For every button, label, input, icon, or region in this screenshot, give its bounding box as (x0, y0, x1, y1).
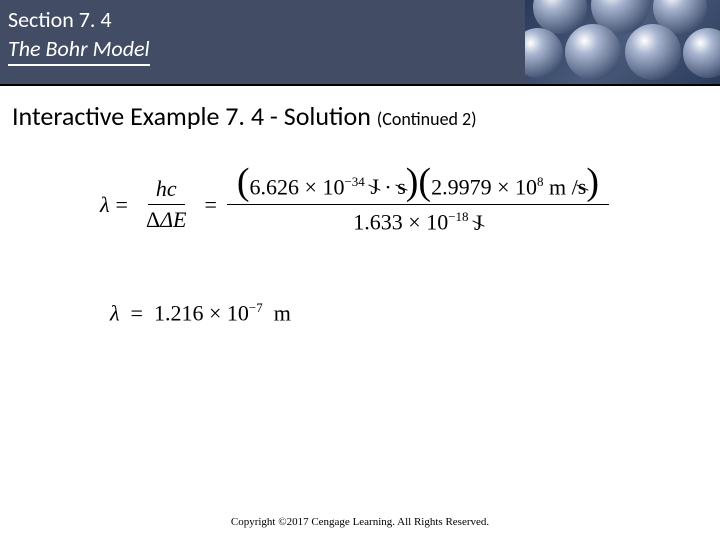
result-unit: m (274, 300, 291, 325)
result-exp: −7 (249, 300, 263, 315)
delta-e-label: ΔE (160, 207, 186, 232)
lambda-2: λ (110, 300, 120, 325)
speed-val: 2.9979 (431, 174, 492, 199)
paren-l-1: ( (237, 161, 250, 203)
example-title: Interactive Example 7. 4 - Solution (Con… (12, 100, 477, 132)
frac-hc-de: hc ΔΔE (138, 174, 195, 235)
section-subtitle: The Bohr Model (8, 35, 150, 66)
equation-area: λ = hc ΔΔE = (6.626 × 10−34 J · s)(2.997… (100, 170, 640, 326)
times-4: × (209, 300, 221, 325)
cancel-j-2: J (474, 210, 483, 236)
example-title-continued: (Continued 2) (377, 108, 477, 130)
ten-1: 10 (322, 174, 344, 199)
equation-1: λ = hc ΔΔE = (6.626 × 10−34 J · s)(2.997… (100, 170, 640, 240)
cancel-s-1: s (397, 174, 406, 200)
speed-exp: 8 (537, 174, 544, 189)
cancel-j-1: J (370, 174, 379, 200)
denominator: 1.633 × 10−18 J (343, 205, 492, 239)
frac-num-hc: hc (148, 174, 185, 205)
paren-r-2: ) (586, 161, 599, 203)
copyright-text: Copyright ©2017 Cengage Learning. All Ri… (0, 516, 720, 528)
numerator: (6.626 × 10−34 J · s)(2.9979 × 108 m /s) (227, 170, 609, 205)
example-title-main: Interactive Example 7. 4 - Solution (12, 100, 377, 132)
unit-m: m (549, 174, 566, 199)
header-bar: Section 7. 4 The Bohr Model (0, 0, 720, 86)
times-1: × (305, 174, 317, 199)
denom-val: 1.633 (353, 210, 403, 235)
dot-1: · (384, 174, 391, 199)
denom-exp: −18 (448, 209, 468, 224)
equals-2: = (204, 192, 216, 218)
planck-val: 6.626 (250, 174, 300, 199)
equals-3: = (125, 300, 148, 325)
result-val: 1.216 (154, 300, 204, 325)
frac-numeric: (6.626 × 10−34 J · s)(2.9979 × 108 m /s)… (227, 170, 609, 240)
ten-2: 10 (515, 174, 537, 199)
header-text-block: Section 7. 4 The Bohr Model (8, 6, 150, 66)
equation-2: λ = 1.216 × 10−7 m (110, 300, 640, 326)
planck-exp: −34 (344, 174, 364, 189)
paren-l-2: ( (418, 161, 431, 203)
times-2: × (497, 174, 509, 199)
equals-1: = (116, 192, 128, 218)
paren-r-1: ) (406, 161, 419, 203)
section-label: Section 7. 4 (8, 6, 150, 33)
times-3: × (408, 210, 420, 235)
lambda-symbol: λ (100, 192, 110, 218)
ten-3: 10 (426, 210, 448, 235)
ten-4: 10 (227, 300, 249, 325)
header-decorative-image (525, 0, 720, 84)
frac-den-de: ΔΔE (138, 205, 195, 235)
